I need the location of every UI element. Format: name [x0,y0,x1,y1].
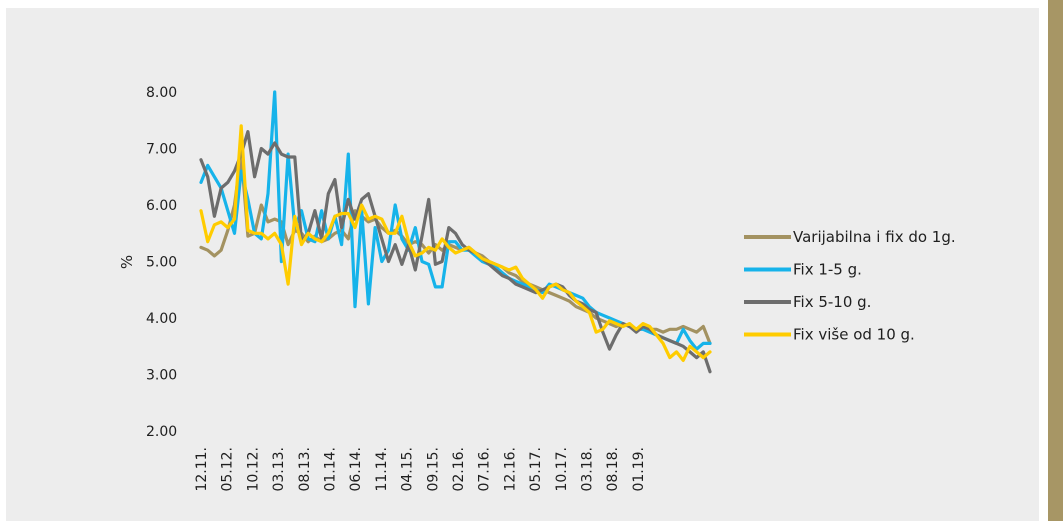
x-axis-ticks: 12.11. 05.12. 10.12. 03.13. 08.13. 01.14. 06.1… [194,447,647,492]
legend-label: Fix više od 10 g. [793,326,915,344]
x-tick-label: 07.16. [477,447,493,492]
y-tick-label: 3.00 [146,368,177,384]
y-tick-label: 6.00 [146,198,177,214]
y-tick-label: 4.00 [146,311,177,327]
chart-panel [6,8,1039,521]
x-tick-label: 03.18. [580,447,596,492]
x-tick-label: 03.13. [271,447,287,492]
legend-label: Fix 5-10 g. [793,293,871,311]
y-axis-title: % [118,255,136,269]
x-tick-label: 11.14. [374,447,390,492]
x-tick-label: 01.14. [323,447,339,492]
x-tick-label: 01.19. [631,447,647,492]
x-tick-label: 04.15. [400,447,416,492]
x-tick-label: 12.16. [502,447,518,492]
x-tick-label: 08.13. [297,447,313,492]
y-axis-ticks: 2.00 3.00 4.00 5.00 6.00 7.00 8.00 [146,85,177,440]
y-tick-label: 7.00 [146,142,177,158]
x-tick-label: 02.16. [451,447,467,492]
x-tick-label: 12.11. [194,447,210,492]
y-tick-label: 5.00 [146,255,177,271]
series-lines [199,90,712,374]
legend-label: Varijabilna i fix do 1g. [793,228,956,246]
x-tick-label: 05.17. [528,447,544,492]
y-tick-label: 8.00 [146,85,177,101]
side-accent-strip [1048,0,1063,521]
x-tick-label: 06.14. [348,447,364,492]
legend-label: Fix 1-5 g. [793,261,862,279]
y-tick-label: 2.00 [146,424,177,440]
x-tick-label: 09.15. [425,447,441,492]
series-line [199,124,712,362]
line-chart: % 2.00 3.00 4.00 5.00 6.00 7.00 8.00 12.11. 05.… [118,85,956,492]
x-tick-label: 05.12. [220,447,236,492]
x-tick-label: 10.12. [245,447,261,492]
legend: Varijabilna i fix do 1g. Fix 1-5 g. Fix 5-… [744,228,956,344]
x-tick-label: 10.17. [554,447,570,492]
x-tick-label: 08.18. [605,447,621,492]
